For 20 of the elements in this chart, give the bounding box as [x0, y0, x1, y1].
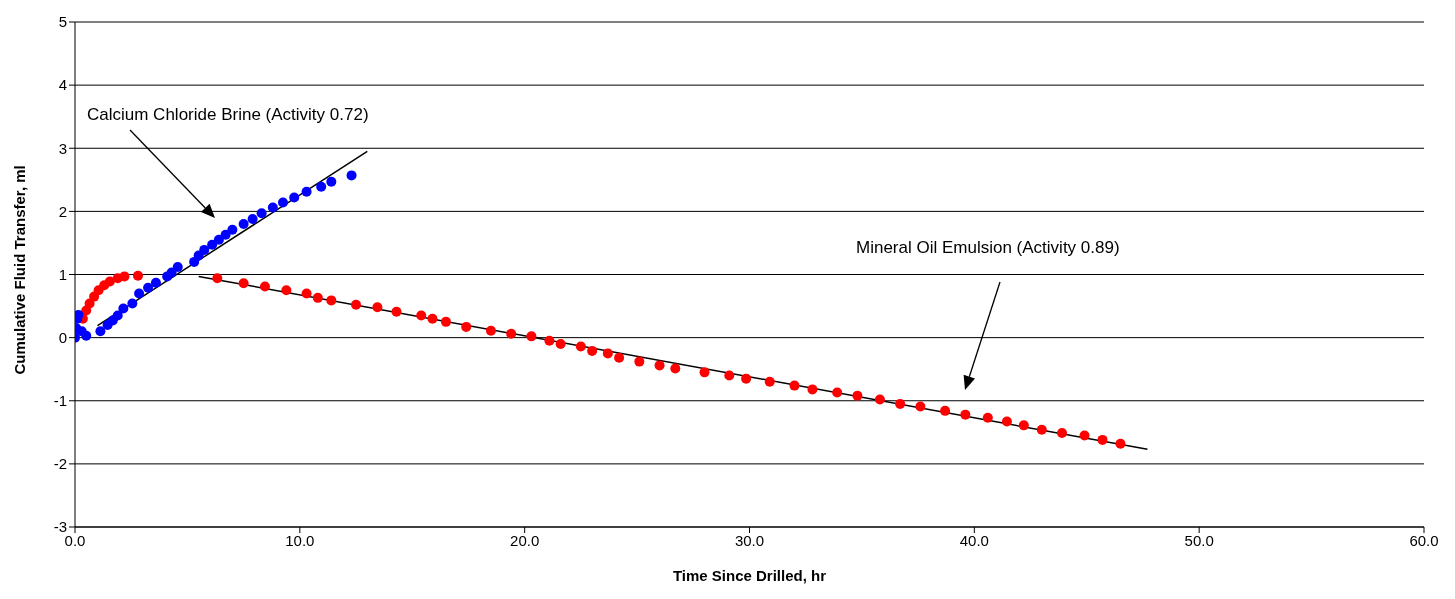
- y-tick-label: 3: [58, 139, 67, 157]
- annotation: Mineral Oil Emulsion (Activity 0.89): [856, 238, 1120, 257]
- y-tick-label: -1: [53, 392, 67, 410]
- x-tick-label: 0.0: [64, 531, 86, 549]
- x-tick-label: 60.0: [1409, 531, 1439, 549]
- y-tick-label: -3: [53, 518, 67, 536]
- y-axis-title: Cumulative Fluid Transfer, ml: [11, 165, 29, 375]
- y-tick-label: -2: [53, 455, 67, 473]
- x-tick-label: 40.0: [959, 531, 989, 549]
- y-tick-label: 4: [58, 76, 67, 94]
- x-axis-title: Time Since Drilled, hr: [672, 567, 827, 584]
- annotation: Calcium Chloride Brine (Activity 0.72): [87, 105, 369, 124]
- y-tick-label: 2: [58, 202, 67, 220]
- x-tick-label: 30.0: [734, 531, 765, 549]
- y-tick-label: 0: [58, 328, 67, 346]
- y-tick-label: 1: [58, 265, 67, 283]
- x-tick-label: 10.0: [285, 531, 315, 549]
- x-tick-label: 20.0: [510, 531, 540, 549]
- y-tick-label: 5: [58, 13, 67, 31]
- x-tick-label: 50.0: [1184, 531, 1214, 549]
